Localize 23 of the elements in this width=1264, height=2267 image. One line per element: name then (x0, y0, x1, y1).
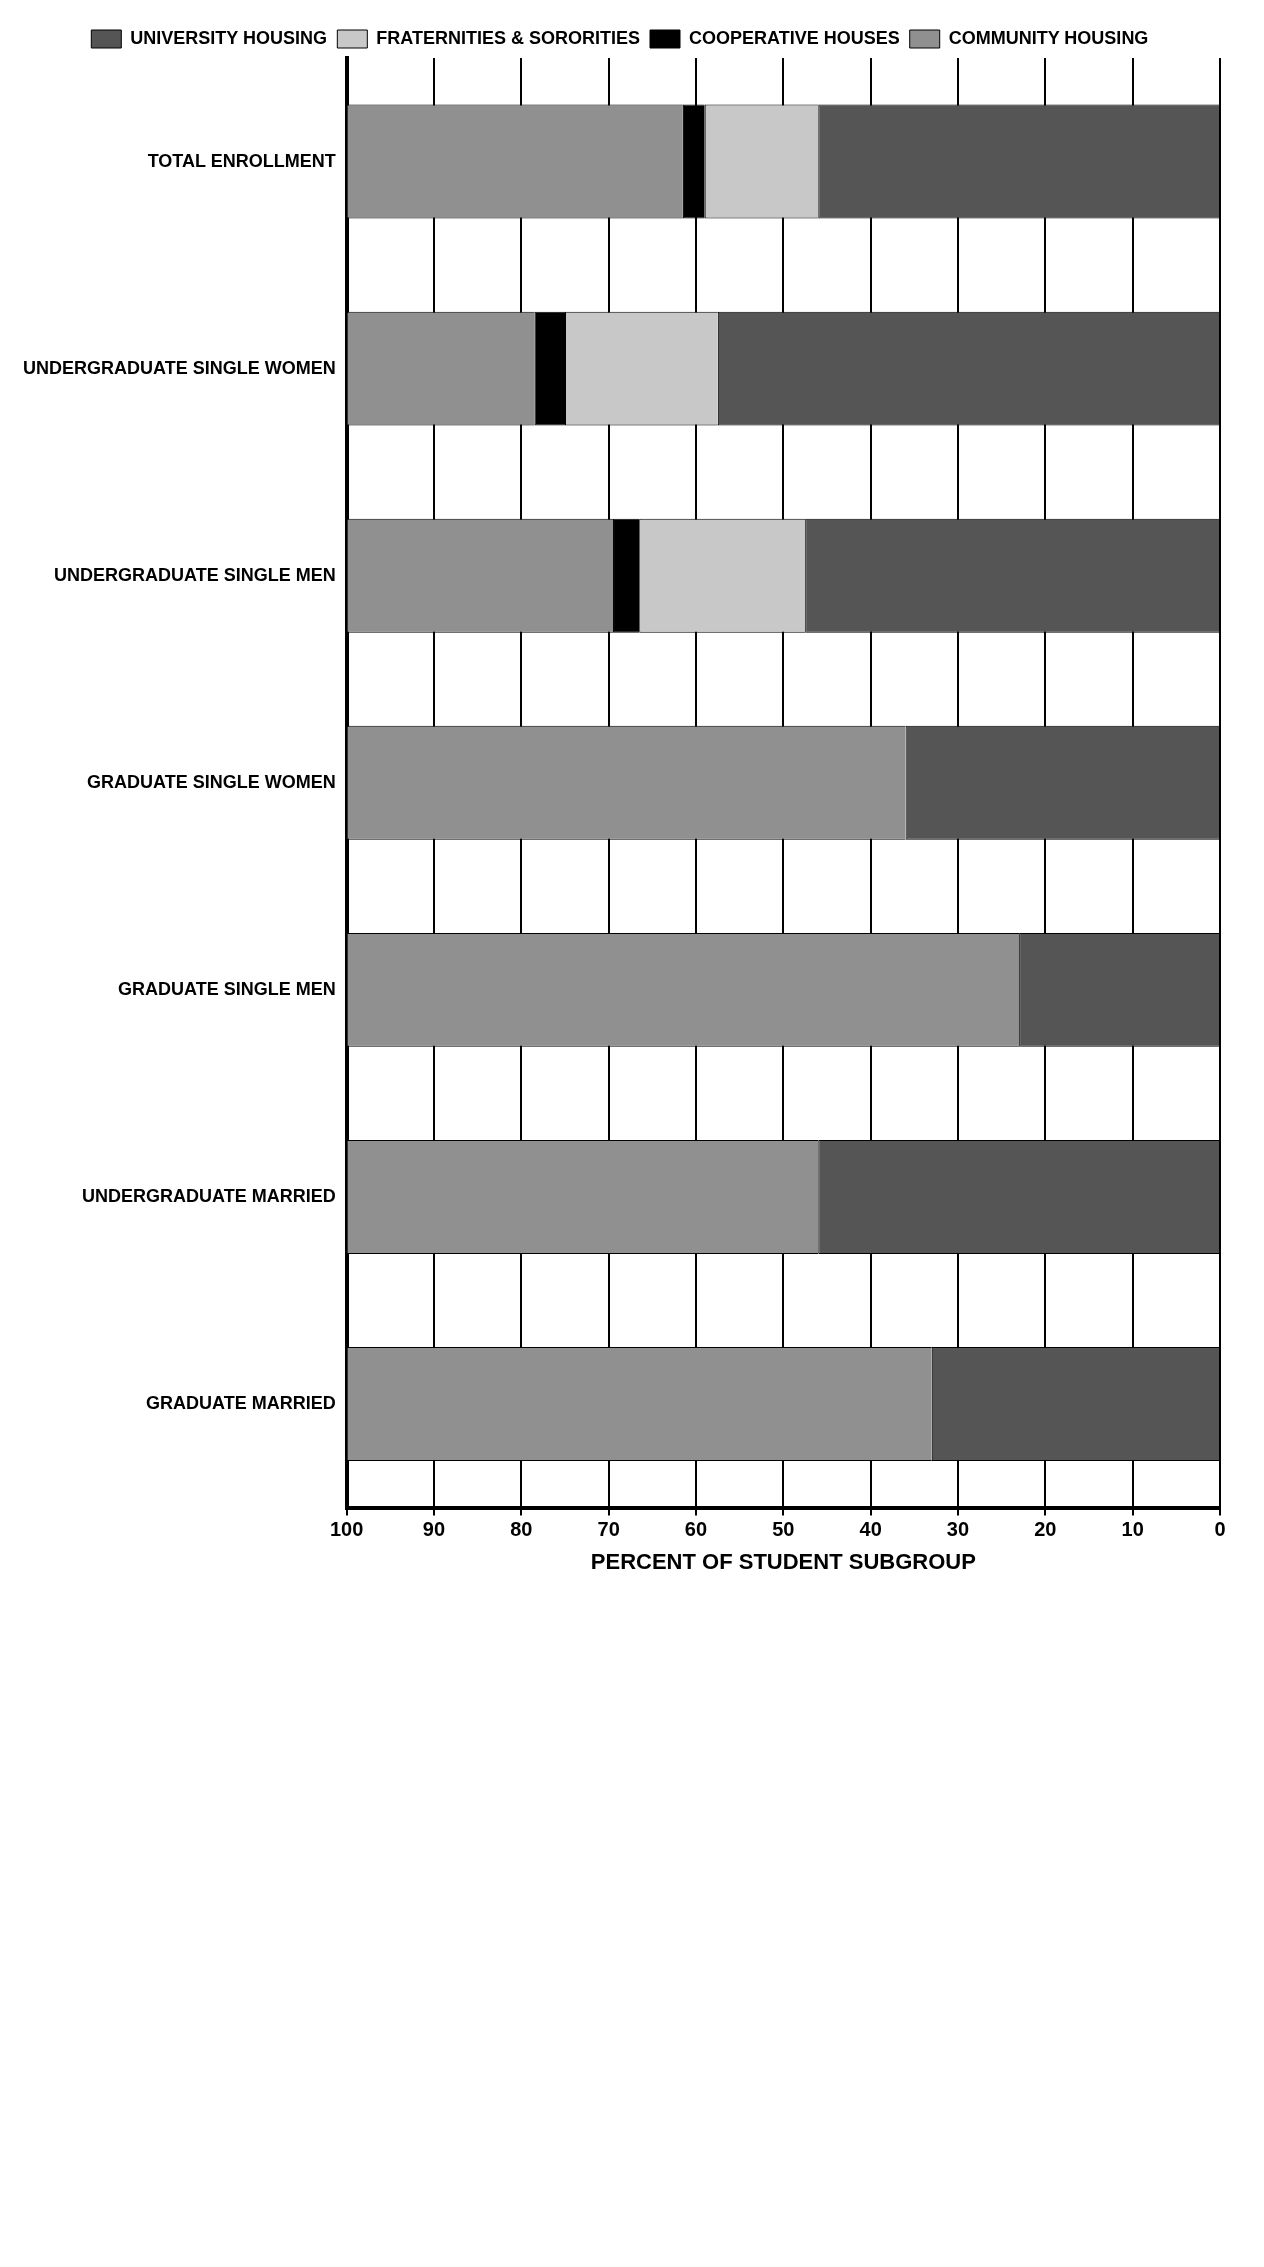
legend-label: FRATERNITIES & SORORITIES (376, 27, 641, 48)
y-tick-label: GRADUATE MARRIED (145, 1393, 336, 1414)
legend-label: COMMUNITY HOUSING (948, 27, 1149, 48)
x-tick-label: 90 (422, 1518, 446, 1541)
y-tick-label: TOTAL ENROLLMENT (147, 150, 336, 171)
x-tick-label: 70 (597, 1518, 620, 1541)
x-axis-title: PERCENT OF STUDENT SUBGROUP (590, 1548, 976, 1574)
x-tick-label: 100 (329, 1518, 364, 1541)
x-tick-label: 10 (1121, 1518, 1144, 1541)
y-tick-label: GRADUATE SINGLE MEN (117, 978, 336, 999)
x-tick-label: 60 (684, 1518, 708, 1541)
y-tick-label: UNDERGRADUATE SINGLE MEN (53, 564, 336, 585)
x-tick-label: 50 (772, 1518, 795, 1541)
x-tick-label: 80 (510, 1518, 533, 1541)
y-tick-label: GRADUATE SINGLE WOMEN (86, 771, 336, 792)
x-tick-label: 0 (1214, 1518, 1226, 1541)
y-tick-label: UNDERGRADUATE MARRIED (81, 1185, 336, 1206)
x-tick-label: 40 (859, 1518, 882, 1541)
legend-label: COOPERATIVE HOUSES (689, 27, 900, 48)
y-tick-label: UNDERGRADUATE SINGLE WOMEN (22, 357, 336, 378)
legend-label: UNIVERSITY HOUSING (130, 27, 327, 48)
x-tick-label: 20 (1034, 1518, 1057, 1541)
x-tick-label: 30 (946, 1518, 970, 1541)
